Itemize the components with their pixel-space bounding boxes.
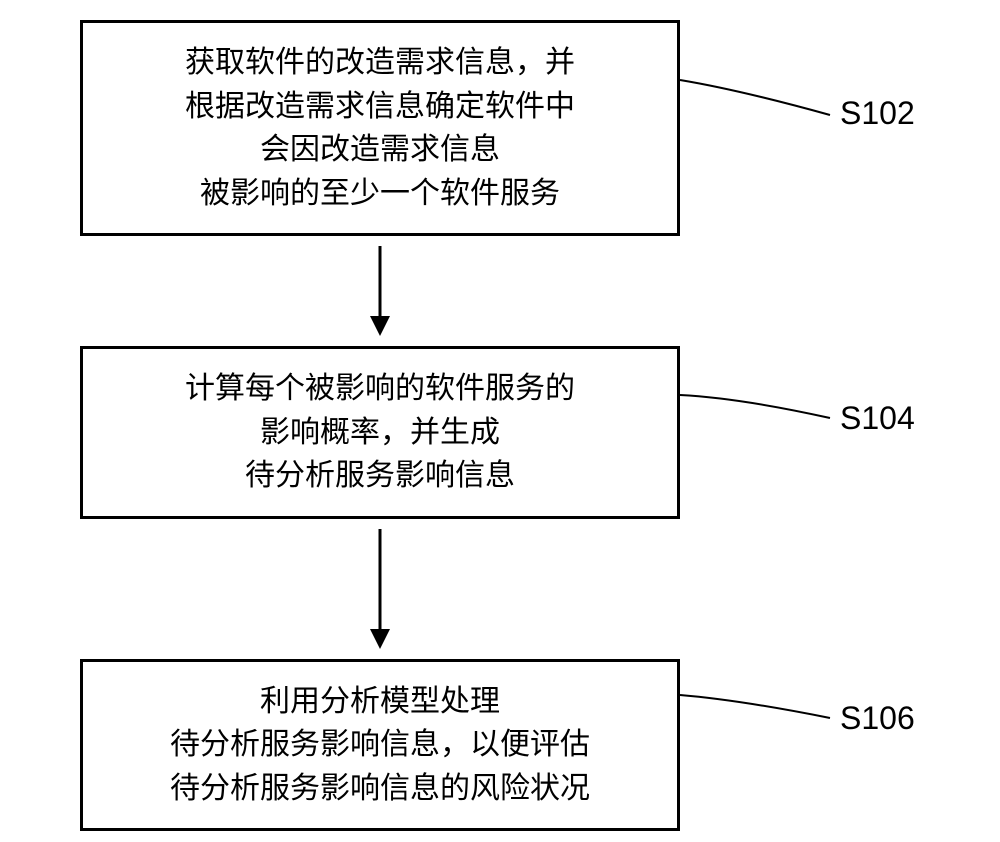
node-text-line: 计算每个被影响的软件服务的 [185,367,575,411]
node-text-line: 利用分析模型处理 [260,680,500,724]
flow-arrow-2 [80,519,680,659]
node-text-line: 根据改造需求信息确定软件中 [185,85,575,129]
arrow-down-icon [360,246,400,336]
node-text-line: 获取软件的改造需求信息，并 [185,41,575,85]
flowchart-container: 获取软件的改造需求信息，并 根据改造需求信息确定软件中 会因改造需求信息 被影响… [80,20,920,831]
arrow-down-icon [360,529,400,649]
node-text-line: 待分析服务影响信息，以便评估 [170,723,590,767]
flow-arrow-1 [80,236,680,346]
flow-node-s102: 获取软件的改造需求信息，并 根据改造需求信息确定软件中 会因改造需求信息 被影响… [80,20,680,236]
step-label-s106: S106 [840,700,915,737]
flow-node-s104: 计算每个被影响的软件服务的 影响概率，并生成 待分析服务影响信息 [80,346,680,519]
flow-node-s106: 利用分析模型处理 待分析服务影响信息，以便评估 待分析服务影响信息的风险状况 [80,659,680,832]
step-label-s102: S102 [840,95,915,132]
node-text-line: 待分析服务影响信息 [245,454,515,498]
node-text-line: 被影响的至少一个软件服务 [200,172,560,216]
node-text-line: 待分析服务影响信息的风险状况 [170,767,590,811]
node-text-line: 会因改造需求信息 [260,128,500,172]
step-label-s104: S104 [840,400,915,437]
node-text-line: 影响概率，并生成 [260,411,500,455]
